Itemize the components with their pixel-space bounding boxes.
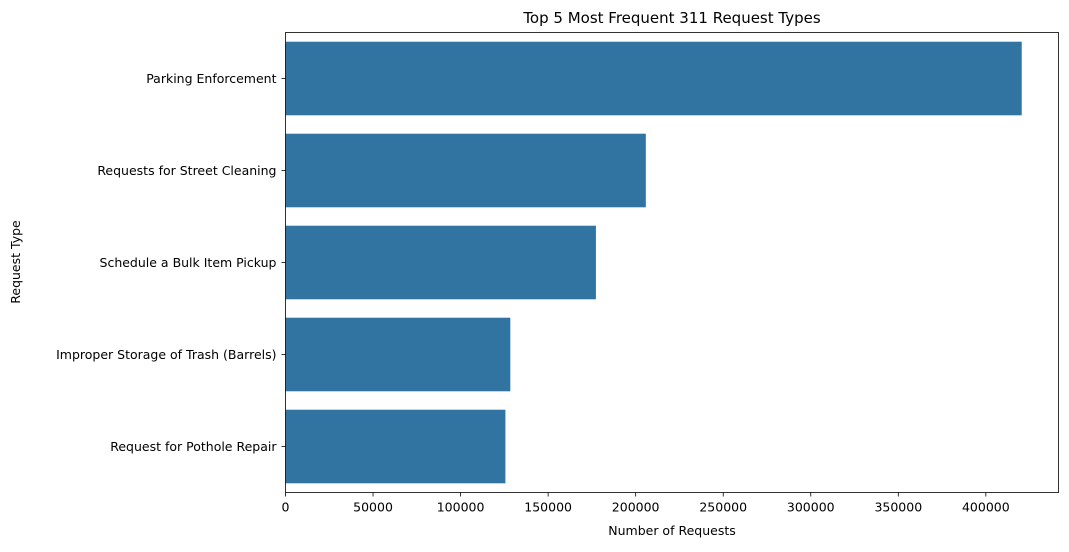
- x-tick-label: 100000: [437, 500, 485, 515]
- plot-frame: [285, 32, 1059, 493]
- y-tick-label: Schedule a Bulk Item Pickup: [100, 255, 277, 270]
- x-tick-label: 200000: [612, 500, 660, 515]
- y-tick-label: Request for Pothole Repair: [110, 439, 277, 454]
- x-tick-label: 50000: [353, 500, 393, 515]
- bar-1: [285, 41, 1022, 116]
- x-tick-label: 250000: [699, 500, 747, 515]
- x-tick-label: 350000: [874, 500, 922, 515]
- x-tick-label: 300000: [787, 500, 835, 515]
- x-axis-label: Number of Requests: [608, 523, 736, 538]
- y-tick-group: Parking Enforcement Requests for Street C…: [56, 71, 286, 454]
- chart-title: Top 5 Most Frequent 311 Request Types: [522, 9, 821, 27]
- y-axis-label: Request Type: [8, 220, 23, 304]
- y-tick-label: Parking Enforcement: [146, 71, 276, 86]
- bar-2: [285, 133, 646, 208]
- y-tick-label: Requests for Street Cleaning: [97, 163, 276, 178]
- x-tick-label: 0: [282, 500, 290, 515]
- bar-group: [285, 41, 1022, 484]
- bar-5: [285, 409, 506, 484]
- bar-3: [285, 225, 596, 300]
- x-tick-label: 150000: [524, 500, 572, 515]
- x-tick-group: 0 50000 100000 150000 200000 250000 300000 3500…: [282, 492, 1010, 515]
- y-tick-label: Improper Storage of Trash (Barrels): [56, 347, 276, 362]
- bar-4: [285, 317, 511, 392]
- x-tick-label: 400000: [962, 500, 1010, 515]
